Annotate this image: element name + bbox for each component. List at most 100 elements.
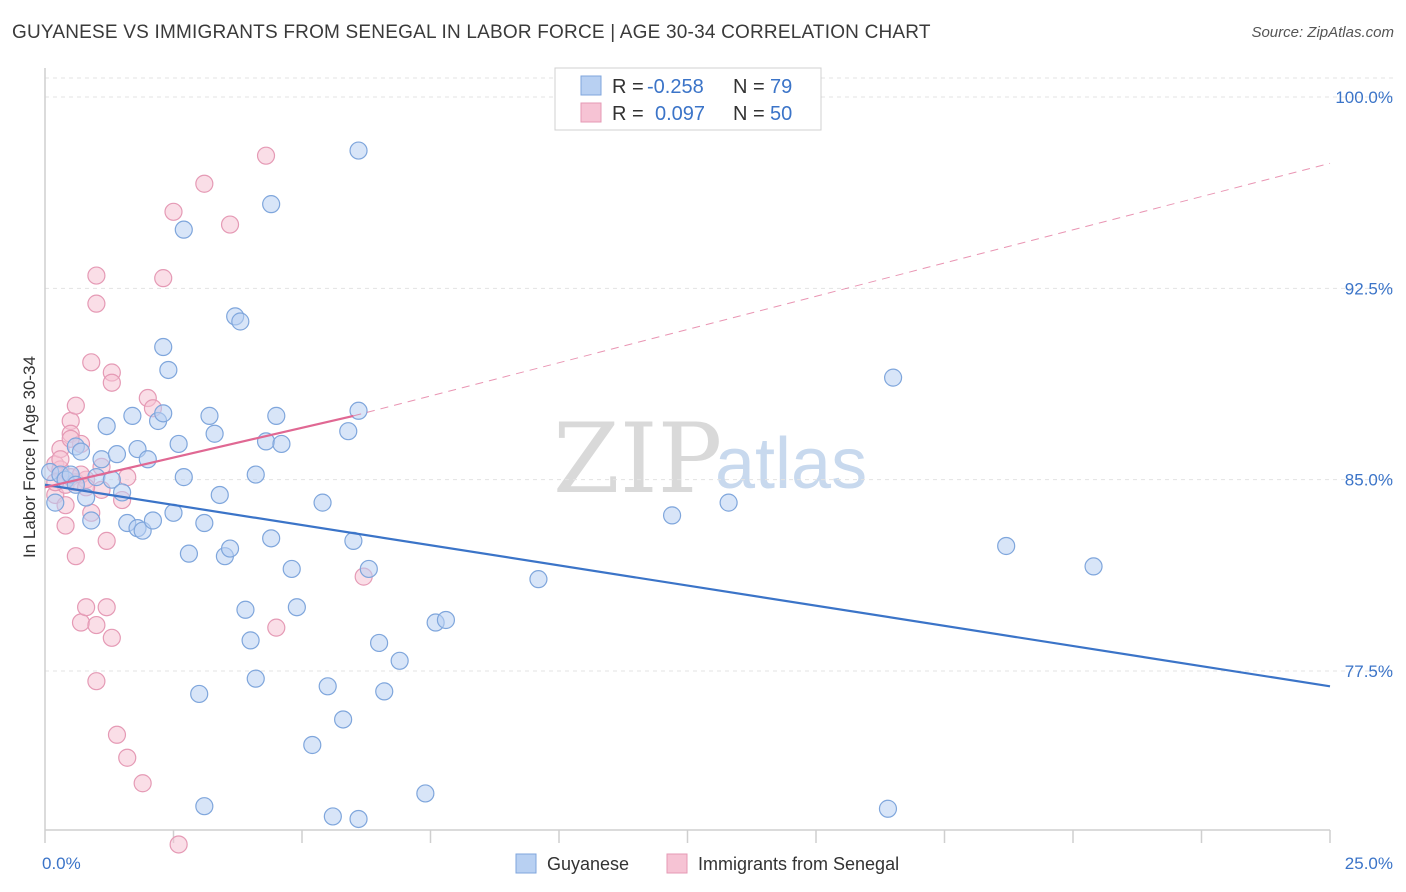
legend-r-label-1: R = (612, 76, 644, 98)
guyanese-point (82, 511, 101, 530)
guyanese-point (231, 312, 250, 331)
guyanese-point (169, 434, 188, 454)
senegal-point (66, 547, 85, 566)
guyanese-point (123, 406, 142, 425)
guyanese-point (287, 598, 306, 617)
guyanese-point (246, 465, 265, 484)
grid-lines (45, 77, 1393, 672)
senegal-point (102, 373, 121, 392)
legend-r-label-2: R = (612, 103, 644, 125)
series-legend: Guyanese Immigrants from Senegal (515, 853, 899, 874)
watermark-zip: ZIP (553, 403, 722, 515)
y-axis-label: In Labor Force | Age 30-34 (20, 356, 39, 558)
watermark-atlas: atlas (715, 424, 867, 504)
guyanese-point (375, 682, 394, 701)
bottom-legend-guyanese: Guyanese (547, 854, 629, 874)
guyanese-point (46, 493, 65, 512)
legend-n-label-2: N = (733, 103, 765, 125)
guyanese-point (997, 536, 1016, 556)
guyanese-point (205, 424, 224, 443)
series-guyanese-points (41, 141, 1103, 829)
senegal-point (82, 353, 101, 372)
guyanese-point (154, 404, 173, 423)
senegal-point (256, 146, 276, 165)
senegal-point (97, 598, 116, 617)
senegal-point (118, 748, 137, 767)
y-tick-label-0: 100.0% (1335, 88, 1393, 107)
guyanese-point (246, 669, 265, 688)
guyanese-point (416, 784, 435, 803)
senegal-point (267, 618, 286, 637)
guyanese-point (174, 468, 193, 487)
guyanese-point (200, 406, 219, 425)
guyanese-point (92, 450, 111, 469)
stats-legend: R = -0.258 N = 79 R = 0.097 N = 50 (554, 67, 822, 131)
guyanese-point (262, 529, 281, 548)
guyanese-point (359, 559, 378, 579)
senegal-point (97, 531, 116, 550)
chart-title: GUYANESE VS IMMIGRANTS FROM SENEGAL IN L… (12, 22, 931, 43)
guyanese-point (349, 809, 368, 829)
senegal-point (77, 598, 96, 617)
guyanese-point (236, 600, 255, 619)
guyanese-point (878, 799, 898, 818)
senegal-point (107, 725, 127, 744)
senegal-trend-line (44, 414, 354, 489)
guyanese-point (339, 422, 358, 441)
senegal-point (66, 396, 85, 415)
guyanese-point (662, 506, 682, 525)
senegal-point (102, 628, 121, 647)
guyanese-point (179, 544, 199, 563)
guyanese-point (97, 416, 116, 436)
x-tick-max: 25.0% (1345, 854, 1393, 873)
legend-r-value-1: -0.258 (647, 76, 704, 98)
senegal-point (169, 835, 188, 854)
guyanese-point (282, 559, 301, 579)
legend-swatch-senegal (580, 102, 602, 123)
guyanese-point (318, 677, 337, 696)
senegal-point (87, 672, 106, 691)
guyanese-point (529, 570, 548, 589)
guyanese-point (71, 442, 91, 461)
y-axis-tick-labels: 100.0% 92.5% 85.0% 77.5% (1335, 88, 1393, 681)
senegal-point (133, 774, 152, 793)
senegal-point (87, 294, 106, 313)
legend-n-value-2: 50 (770, 103, 792, 125)
guyanese-point (143, 511, 163, 530)
guyanese-point (370, 633, 389, 653)
guyanese-point (349, 401, 368, 420)
trend-lines (44, 162, 1331, 688)
guyanese-point (390, 651, 409, 670)
guyanese-point (303, 735, 322, 755)
x-tick-min: 0.0% (42, 854, 81, 873)
senegal-point (118, 468, 137, 487)
guyanese-point (107, 445, 127, 464)
bottom-swatch-senegal (666, 853, 688, 874)
guyanese-point (195, 797, 214, 816)
senegal-point (87, 615, 106, 635)
senegal-point (164, 202, 183, 221)
guyanese-point (323, 807, 342, 826)
y-tick-label-1: 92.5% (1345, 279, 1393, 298)
legend-swatch-guyanese (580, 75, 602, 96)
guyanese-point (267, 406, 286, 425)
senegal-trend-extension (353, 162, 1331, 417)
legend-r-value-2: 0.097 (655, 103, 705, 125)
senegal-point (56, 516, 75, 535)
guyanese-point (349, 141, 368, 160)
y-tick-label-3: 77.5% (1345, 662, 1393, 681)
guyanese-point (220, 539, 240, 558)
senegal-point (154, 269, 173, 288)
senegal-point (87, 266, 106, 285)
guyanese-point (262, 195, 281, 214)
bottom-swatch-guyanese (515, 853, 537, 874)
guyanese-point (313, 493, 332, 512)
guyanese-point (154, 337, 173, 357)
senegal-point (71, 613, 91, 632)
x-axis-ticks (44, 830, 1331, 843)
guyanese-point (272, 434, 291, 454)
guyanese-point (334, 710, 353, 729)
guyanese-point (195, 513, 214, 533)
senegal-point (195, 174, 214, 193)
bottom-legend-senegal: Immigrants from Senegal (698, 854, 899, 874)
